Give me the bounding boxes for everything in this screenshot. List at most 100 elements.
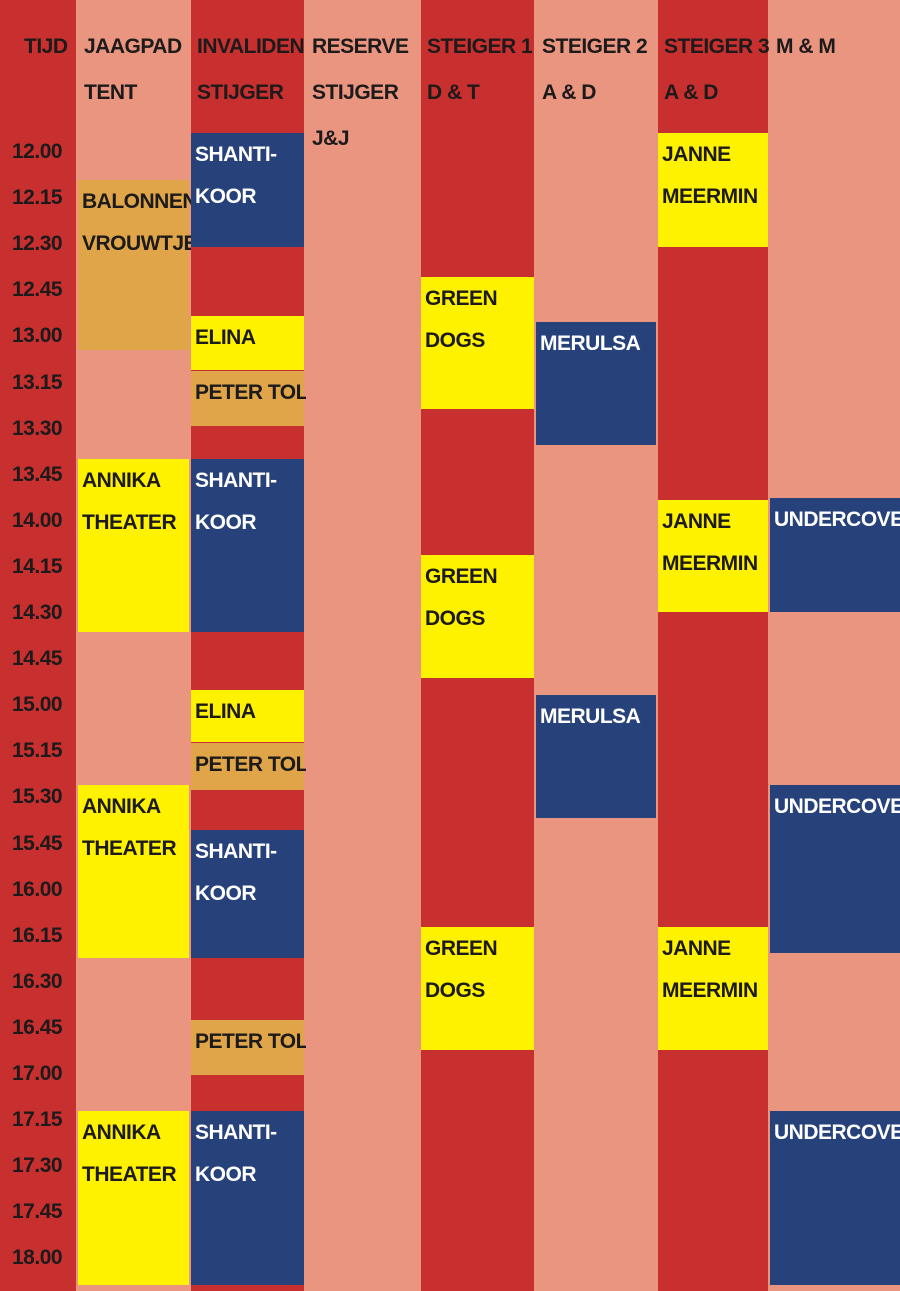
time-label: 12.30 [12, 232, 63, 256]
column-header: A & D [664, 81, 718, 104]
time-label: 15.45 [12, 831, 63, 855]
event-name: KOOR [195, 511, 257, 534]
event-name: ANNIKA [82, 1121, 161, 1144]
event-name: KOOR [195, 882, 257, 905]
time-label: 16.00 [12, 877, 63, 901]
time-label: 17.30 [12, 1154, 63, 1178]
event-block: PETER TOL [191, 371, 308, 426]
event-name: JANNE [662, 937, 731, 960]
event-name: DOGS [425, 979, 485, 1002]
event-name: PETER TOL [195, 753, 308, 776]
event-name: MERULSA [540, 332, 641, 355]
time-label: 17.45 [12, 1200, 63, 1224]
event-block: ANNIKA THEATER [78, 459, 189, 632]
event-block: GREEN DOGS [421, 927, 534, 1050]
column-header: M & M [776, 35, 836, 58]
event-block: UNDERCOVER [770, 785, 900, 953]
time-label: 15.00 [12, 693, 63, 717]
time-label: 15.30 [12, 785, 63, 809]
time-label: 18.00 [12, 1246, 63, 1270]
time-label: 17.15 [12, 1108, 63, 1132]
event-block: PETER TOL [191, 743, 308, 790]
event-block: SHANTI- KOOR [191, 133, 304, 247]
time-label: 15.15 [12, 739, 63, 763]
time-label: 12.00 [12, 140, 63, 163]
event-name: MERULSA [540, 705, 641, 728]
column-header: A & D [542, 81, 596, 104]
time-label: 17.00 [12, 1062, 63, 1085]
event-block: GREEN DOGS [421, 277, 534, 409]
event-name: SHANTI- [195, 469, 277, 492]
event-name: UNDERCOVER [774, 1121, 900, 1144]
column: RESERVE STIJGER J&J [306, 0, 419, 1291]
event-block: GREEN DOGS [421, 555, 534, 678]
event-name: SHANTI- [195, 1121, 277, 1144]
time-label: 16.30 [12, 969, 63, 993]
event-name: GREEN [425, 565, 498, 588]
time-label: 12.45 [12, 278, 63, 302]
event-block: SHANTI- KOOR [191, 830, 304, 958]
event-name: THEATER [82, 837, 177, 860]
event-block: SHANTI- KOOR [191, 459, 304, 632]
time-label: 14.15 [12, 554, 63, 578]
event-name: DOGS [425, 329, 485, 352]
event-block: MERULSA [536, 322, 656, 445]
event-name: SHANTI- [195, 840, 277, 863]
event-name: PETER TOL [195, 381, 308, 404]
event-block: JANNE MEERMIN [658, 500, 768, 612]
event-block: ANNIKA THEATER [78, 1111, 189, 1285]
time-label: 13.15 [12, 370, 63, 394]
event-name: VROUWTJE [82, 232, 198, 255]
event-name: ELINA [195, 326, 256, 349]
event-name: THEATER [82, 511, 177, 534]
event-block: MERULSA [536, 695, 656, 818]
event-name: KOOR [195, 185, 257, 208]
event-name: ELINA [195, 700, 256, 723]
time-label: 14.00 [12, 508, 63, 532]
event-name: GREEN [425, 937, 498, 960]
column: M & M UNDERCOVER UNDERCOVER UNDERCOVER [770, 0, 900, 1291]
event-block: ELINA [191, 316, 304, 370]
event-name: MEERMIN [662, 979, 758, 1002]
event-block: ANNIKA THEATER [78, 785, 189, 958]
event-block: PETER TOL [191, 1020, 308, 1075]
event-block: JANNE MEERMIN [658, 133, 768, 247]
time-label: 14.30 [12, 601, 63, 624]
column-header: STIJGER [312, 81, 399, 104]
event-block: UNDERCOVER [770, 498, 900, 612]
column-header: STEIGER 1 [427, 35, 533, 58]
event-name: JANNE [662, 510, 731, 533]
event-name: UNDERCOVER [774, 795, 900, 818]
column: STEIGER 2 A & D MERULSA MERULSA [536, 0, 656, 1291]
column-header: STEIGER 3 [664, 35, 770, 58]
column: INVALIDEN STIJGER SHANTI- KOOR ELINA PETER TO… [191, 0, 308, 1291]
time-label: 16.45 [12, 1015, 63, 1039]
event-name: UNDERCOVER [774, 508, 900, 531]
event-block: SHANTI- KOOR [191, 1111, 304, 1285]
column-header: TIJD [24, 35, 68, 58]
time-label: 14.45 [12, 647, 63, 671]
event-name: ANNIKA [82, 469, 161, 492]
event-name: THEATER [82, 1163, 177, 1186]
time-label: 12.15 [12, 186, 63, 210]
time-label: 13.00 [12, 324, 63, 348]
column: STEIGER 1 D & T GREEN DOGS GREEN DOGS GREEN DOG… [421, 0, 534, 1291]
column-header: INVALIDEN [197, 35, 305, 58]
time-label: 16.15 [12, 923, 63, 947]
column-header: JAAGPAD [84, 35, 182, 58]
event-name: JANNE [662, 143, 731, 166]
event-block: UNDERCOVER [770, 1111, 900, 1285]
column-header: STEIGER 2 [542, 35, 648, 58]
event-name: MEERMIN [662, 185, 758, 208]
event-name: DOGS [425, 607, 485, 630]
event-name: PETER TOL [195, 1030, 308, 1053]
event-name: GREEN [425, 287, 498, 310]
column: JAAGPAD TENT BALONNEN VROUWTJE ANNIKA THEATER… [78, 0, 198, 1291]
event-name: KOOR [195, 1163, 257, 1186]
column-header: TENT [84, 81, 137, 104]
event-name: ANNIKA [82, 795, 161, 818]
event-name: BALONNEN [82, 190, 198, 213]
event-name: MEERMIN [662, 552, 758, 575]
